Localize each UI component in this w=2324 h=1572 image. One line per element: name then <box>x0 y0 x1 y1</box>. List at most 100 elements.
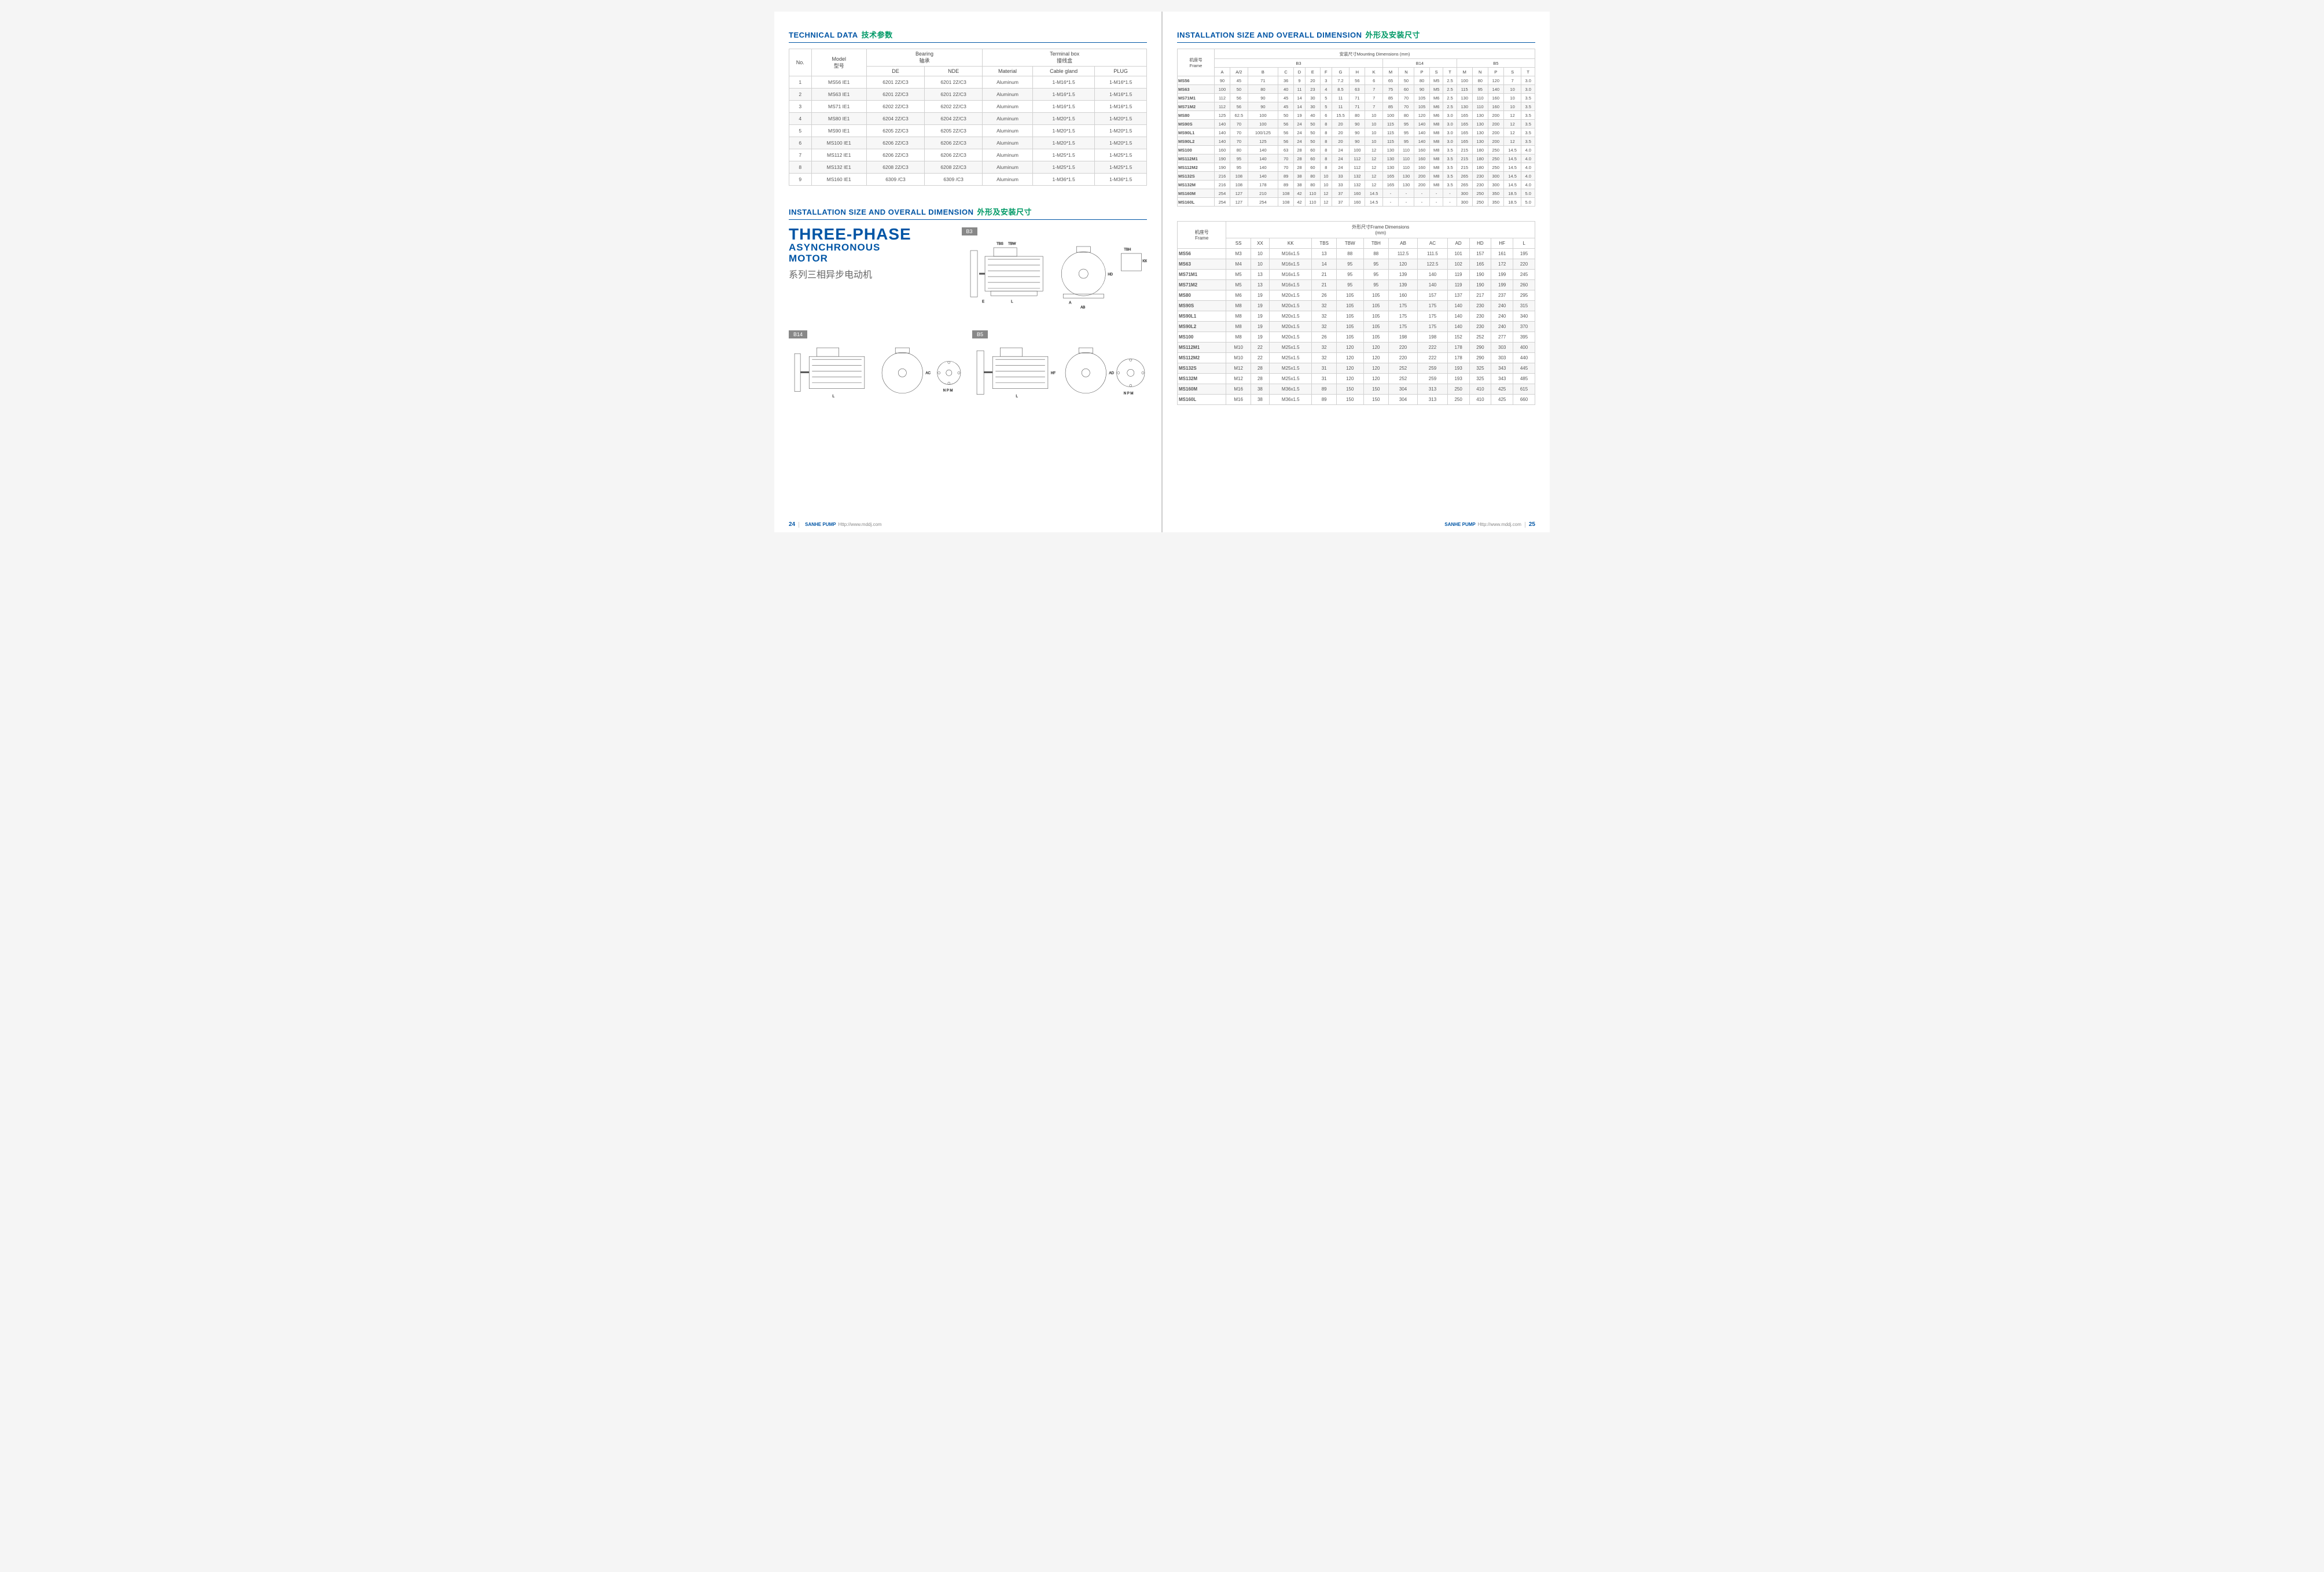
mount-cell: 89 <box>1278 181 1294 189</box>
mount-cell: 3.0 <box>1443 120 1457 128</box>
tech-cell: 1-M25*1.5 <box>1032 161 1094 174</box>
mount-cell: 100 <box>1248 120 1278 128</box>
fd-cell: 150 <box>1363 395 1388 405</box>
mount-cell: MS63 <box>1178 85 1215 94</box>
mount-cell: 23 <box>1305 85 1320 94</box>
fd-cell: 440 <box>1513 353 1535 363</box>
fd-cell: 250 <box>1447 395 1469 405</box>
fd-cell: 198 <box>1418 332 1448 343</box>
mount-cell: 115 <box>1457 85 1472 94</box>
tech-cell: 6201 2Z/C3 <box>866 89 924 101</box>
fd-cell: 95 <box>1363 270 1388 280</box>
mount-cell: 112 <box>1349 154 1365 163</box>
fd-cell: 139 <box>1388 280 1417 290</box>
mount-cell: - <box>1383 198 1399 207</box>
fd-cell: 160 <box>1388 290 1417 301</box>
mount-cell: 250 <box>1488 163 1503 172</box>
tech-cell: 1-M16*1.5 <box>1032 89 1094 101</box>
fd-cell: 425 <box>1491 384 1513 395</box>
label-b14: B14 <box>789 330 807 338</box>
fd-cell: 95 <box>1336 280 1363 290</box>
mount-cell: 65 <box>1383 76 1399 85</box>
mount-cell: 24 <box>1332 146 1349 154</box>
mount-cell: MS160M <box>1178 189 1215 198</box>
fd-cell: M25x1.5 <box>1270 353 1312 363</box>
fd-cell: 277 <box>1491 332 1513 343</box>
mount-cell: 8 <box>1320 128 1332 137</box>
fd-cell: M20x1.5 <box>1270 332 1312 343</box>
mount-cell: 18.5 <box>1503 189 1521 198</box>
mount-cell: 200 <box>1414 181 1430 189</box>
mount-cell: 40 <box>1278 85 1294 94</box>
fd-cell: 165 <box>1469 259 1491 270</box>
fd-cell: MS132M <box>1178 374 1226 384</box>
fd-cell: 259 <box>1418 363 1448 374</box>
fd-cell: 290 <box>1469 343 1491 353</box>
fd-cell: 198 <box>1388 332 1417 343</box>
fd-cell: M4 <box>1226 259 1251 270</box>
label-b5: B5 <box>972 330 988 338</box>
mount-cell: 300 <box>1488 181 1503 189</box>
mount-cell: 12 <box>1365 146 1383 154</box>
fd-cell: MS71M1 <box>1178 270 1226 280</box>
diagram-b3: LE TBSTBW HDA AB TBH KK <box>962 236 1147 317</box>
svg-text:HD: HD <box>1108 273 1113 277</box>
mount-cell: 10 <box>1320 172 1332 181</box>
mount-cell: - <box>1443 198 1457 207</box>
mount-cell: 210 <box>1248 189 1278 198</box>
fd-cell: 105 <box>1336 301 1363 311</box>
mount-cell: 2.5 <box>1443 76 1457 85</box>
mount-cell: 108 <box>1230 181 1248 189</box>
svg-text:AC: AC <box>926 372 931 375</box>
fd-cell: 88 <box>1336 249 1363 259</box>
fd-cell: 28 <box>1251 374 1269 384</box>
mount-cell: 3.0 <box>1443 111 1457 120</box>
mount-cell: MS90S <box>1178 120 1215 128</box>
mount-cell: 85 <box>1383 94 1399 102</box>
mount-cell: 71 <box>1349 102 1365 111</box>
mount-cell: 20 <box>1332 128 1349 137</box>
mount-cell: M8 <box>1430 172 1443 181</box>
fd-cell: 172 <box>1491 259 1513 270</box>
mount-cell: 20 <box>1305 76 1320 85</box>
fd-cell: MS90L2 <box>1178 322 1226 332</box>
fd-cell: 178 <box>1447 353 1469 363</box>
mount-cell: M8 <box>1430 181 1443 189</box>
mount-cell: 165 <box>1457 111 1472 120</box>
mount-cell: 300 <box>1457 189 1472 198</box>
tech-cell: MS112 IE1 <box>811 149 866 161</box>
mount-cell: 11 <box>1294 85 1306 94</box>
tech-cell: MS132 IE1 <box>811 161 866 174</box>
fd-cell: 240 <box>1491 301 1513 311</box>
fd-cell: 14 <box>1312 259 1336 270</box>
mount-cell: 112 <box>1349 163 1365 172</box>
mount-cell: 12 <box>1365 181 1383 189</box>
mount-cell: 45 <box>1278 102 1294 111</box>
fd-cell: 120 <box>1336 363 1363 374</box>
mount-cell: 3.5 <box>1521 137 1535 146</box>
tech-cell: 6206 2Z/C3 <box>866 149 924 161</box>
tech-cell: 6202 2Z/C3 <box>866 101 924 113</box>
mount-cell: 250 <box>1488 146 1503 154</box>
install-title-right: INSTALLATION SIZE AND OVERALL DIMENSION外… <box>1177 29 1535 40</box>
fd-cell: 89 <box>1312 395 1336 405</box>
fd-cell: 178 <box>1447 343 1469 353</box>
tech-cell: MS100 IE1 <box>811 137 866 149</box>
tech-cell: 6204 2Z/C3 <box>866 113 924 125</box>
svg-text:TBH: TBH <box>1124 248 1131 252</box>
fd-cell: M25x1.5 <box>1270 363 1312 374</box>
fd-cell: M10 <box>1226 353 1251 363</box>
mount-cell: 160 <box>1414 154 1430 163</box>
mount-cell: 8 <box>1320 120 1332 128</box>
mount-cell: 14.5 <box>1503 172 1521 181</box>
fd-cell: MS160M <box>1178 384 1226 395</box>
mount-cell: 165 <box>1457 120 1472 128</box>
fd-cell: 230 <box>1469 311 1491 322</box>
svg-text:N P M: N P M <box>943 389 953 393</box>
fd-cell: MS56 <box>1178 249 1226 259</box>
mount-cell: 90 <box>1349 128 1365 137</box>
svg-text:L: L <box>1011 300 1013 304</box>
mount-cell: 70 <box>1230 128 1248 137</box>
mount-cell: 70 <box>1278 163 1294 172</box>
fd-cell: 120 <box>1336 374 1363 384</box>
